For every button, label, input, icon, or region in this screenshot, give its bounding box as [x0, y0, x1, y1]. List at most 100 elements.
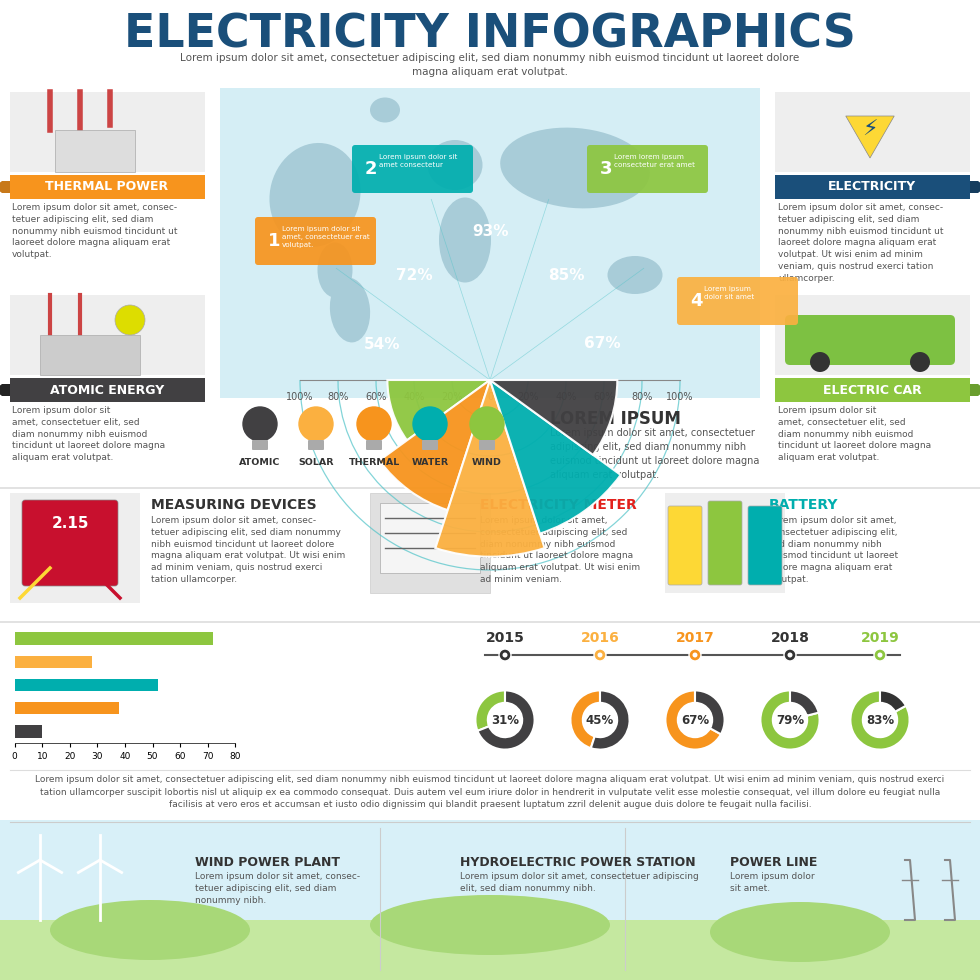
Circle shape — [299, 407, 333, 441]
Ellipse shape — [370, 97, 400, 122]
Text: Lorem ipsum dolor sit amet, consectetuer adipiscing elit, sed diam nonummy nibh : Lorem ipsum dolor sit amet, consectetuer… — [180, 53, 800, 77]
Wedge shape — [851, 690, 909, 750]
Bar — [15, 702, 120, 714]
Bar — [775, 295, 970, 375]
Text: 2.15: 2.15 — [51, 515, 89, 530]
Wedge shape — [477, 690, 535, 750]
FancyBboxPatch shape — [255, 217, 376, 265]
Text: 45%: 45% — [586, 713, 614, 726]
Wedge shape — [880, 690, 906, 711]
Text: 85%: 85% — [548, 268, 584, 283]
Bar — [40, 335, 140, 375]
Circle shape — [598, 653, 603, 658]
Text: Lorem ipsum dolor sit
amet, consectetuer elit, sed
diam nonummy nibh euismod
tin: Lorem ipsum dolor sit amet, consectetuer… — [778, 406, 931, 463]
Ellipse shape — [500, 127, 650, 209]
FancyArrow shape — [970, 181, 980, 193]
Circle shape — [877, 653, 883, 658]
Ellipse shape — [370, 895, 610, 955]
Wedge shape — [387, 380, 490, 440]
Circle shape — [693, 653, 698, 658]
Text: Lorem ipsum dolor sit amet, consectetuer adipiscing
elit, sed diam nonummy nibh.: Lorem ipsum dolor sit amet, consectetuer… — [460, 872, 699, 893]
Text: 2016: 2016 — [580, 631, 619, 645]
Circle shape — [788, 653, 793, 658]
Ellipse shape — [608, 256, 662, 294]
Text: MEASURING DEVICES: MEASURING DEVICES — [151, 498, 317, 512]
Circle shape — [115, 305, 145, 335]
Ellipse shape — [270, 143, 361, 247]
FancyBboxPatch shape — [308, 440, 324, 450]
Text: BATTERY: BATTERY — [769, 498, 839, 512]
Wedge shape — [435, 380, 545, 557]
FancyArrow shape — [0, 384, 10, 396]
Text: 67%: 67% — [584, 336, 620, 351]
Circle shape — [810, 352, 830, 372]
Circle shape — [784, 649, 796, 661]
FancyBboxPatch shape — [10, 175, 205, 199]
FancyBboxPatch shape — [10, 378, 205, 402]
Text: 40%: 40% — [404, 392, 424, 402]
Text: 2018: 2018 — [770, 631, 809, 645]
FancyBboxPatch shape — [587, 145, 708, 193]
Text: ELECTRICITY: ELECTRICITY — [828, 180, 916, 193]
FancyBboxPatch shape — [479, 440, 495, 450]
Text: 54%: 54% — [364, 337, 400, 352]
Bar — [775, 92, 970, 172]
Text: 67%: 67% — [681, 713, 710, 726]
FancyBboxPatch shape — [775, 175, 970, 199]
Bar — [10, 493, 140, 603]
Wedge shape — [570, 690, 600, 748]
Text: 3: 3 — [600, 160, 612, 178]
Circle shape — [243, 407, 277, 441]
Bar — [10, 92, 205, 172]
Text: ATOMIC ENERGY: ATOMIC ENERGY — [50, 383, 164, 397]
Ellipse shape — [50, 900, 250, 960]
FancyBboxPatch shape — [366, 440, 382, 450]
Text: 79%: 79% — [776, 713, 804, 726]
Text: 0: 0 — [487, 392, 493, 402]
FancyBboxPatch shape — [422, 440, 438, 450]
Text: LOREM IPSUM: LOREM IPSUM — [18, 632, 138, 647]
Text: WIND: WIND — [472, 458, 502, 467]
Text: LOREM IPSUM: LOREM IPSUM — [550, 410, 681, 428]
FancyBboxPatch shape — [748, 506, 782, 585]
Text: ELECTRICITY METER: ELECTRICITY METER — [480, 498, 637, 512]
Text: Lorem ipsum dolor sit amet, consectetuer adipiscing elit, sed diam nonummy nibh : Lorem ipsum dolor sit amet, consectetuer… — [35, 775, 945, 809]
FancyBboxPatch shape — [775, 378, 970, 402]
Bar — [15, 656, 92, 668]
Wedge shape — [790, 690, 818, 715]
Ellipse shape — [439, 198, 491, 282]
Circle shape — [689, 649, 701, 661]
Text: 60%: 60% — [593, 392, 614, 402]
Text: Lorem ipsum dolor sit amet, consec-
tetuer adipiscing elit, sed diam
nonummy nib: Lorem ipsum dolor sit amet, consec- tetu… — [195, 872, 360, 905]
Text: THERMAL POWER: THERMAL POWER — [45, 180, 169, 193]
Bar — [380, 503, 480, 573]
Text: 2015: 2015 — [485, 631, 524, 645]
FancyBboxPatch shape — [708, 501, 742, 585]
Text: 2: 2 — [365, 160, 377, 178]
Circle shape — [499, 649, 511, 661]
Wedge shape — [379, 380, 490, 511]
Circle shape — [470, 407, 504, 441]
Text: Lorem ipsum dolor sit amet,
consectetuer adipiscing elit, sed
diam nonummy nibh : Lorem ipsum dolor sit amet, consectetuer… — [18, 648, 167, 717]
Text: 40%: 40% — [556, 392, 576, 402]
Text: Lorem ipsum dolor sit
amet, consectetuer erat
volutpat.: Lorem ipsum dolor sit amet, consectetuer… — [282, 226, 369, 248]
FancyBboxPatch shape — [352, 145, 473, 193]
Text: Lorem ipsum dolor sit
amet consectetur: Lorem ipsum dolor sit amet consectetur — [379, 154, 458, 168]
Text: SOLAR: SOLAR — [298, 458, 334, 467]
Text: Lorem ipsum dolor sit amet, consec-
tetuer adipiscing elit, sed diam
nonummy nib: Lorem ipsum dolor sit amet, consec- tetu… — [778, 203, 944, 283]
Text: Lorem ipsum dolor sit
amet, consectetuer elit, sed
diam nonummy nibh euismod
tin: Lorem ipsum dolor sit amet, consectetuer… — [12, 406, 165, 463]
Wedge shape — [591, 690, 629, 750]
Text: 20%: 20% — [517, 392, 539, 402]
Text: 100%: 100% — [286, 392, 314, 402]
FancyBboxPatch shape — [22, 500, 118, 586]
FancyArrow shape — [970, 384, 980, 396]
Bar — [370, 493, 490, 593]
Wedge shape — [665, 690, 721, 750]
Text: HYDROELECTRIC POWER STATION: HYDROELECTRIC POWER STATION — [460, 856, 696, 869]
Wedge shape — [490, 380, 617, 455]
Ellipse shape — [318, 242, 353, 298]
Text: 60%: 60% — [366, 392, 387, 402]
FancyArrow shape — [0, 181, 10, 193]
Circle shape — [910, 352, 930, 372]
Text: 31%: 31% — [491, 713, 519, 726]
